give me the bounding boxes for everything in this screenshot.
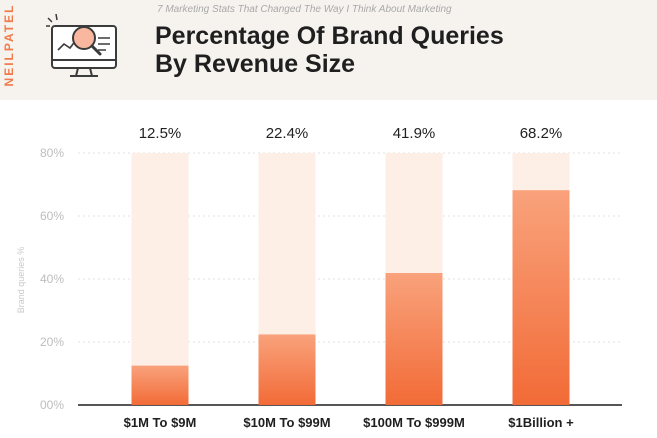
title-line-2: By Revenue Size bbox=[155, 50, 356, 78]
bar bbox=[258, 334, 316, 405]
y-tick-label: 20% bbox=[40, 335, 64, 349]
bars bbox=[131, 190, 570, 405]
bar-chart: 12.5% 22.4% 41.9% 68.2% 00% 20% 40% 60% 80% $1M… bbox=[16, 125, 622, 430]
y-ticks: 00% 20% 40% 60% 80% bbox=[40, 146, 64, 412]
y-tick-label: 40% bbox=[40, 272, 64, 286]
bar-track bbox=[131, 153, 189, 405]
data-label: 68.2% bbox=[520, 125, 563, 142]
bar bbox=[512, 190, 570, 405]
x-tick-label: $1M To $9M bbox=[124, 415, 197, 430]
x-category-labels: $1M To $9M $10M To $99M $100M To $999M $1Bi… bbox=[124, 415, 574, 430]
x-tick-label: $1Billion + bbox=[508, 415, 574, 430]
y-axis-label: Brand queries % bbox=[16, 247, 26, 314]
x-tick-label: $10M To $99M bbox=[243, 415, 330, 430]
bar bbox=[385, 273, 443, 405]
y-tick-label: 00% bbox=[40, 398, 64, 412]
x-tick-label: $100M To $999M bbox=[363, 415, 465, 430]
data-label: 22.4% bbox=[266, 125, 309, 142]
y-tick-label: 80% bbox=[40, 146, 64, 160]
title-line-1: Percentage Of Brand Queries bbox=[155, 22, 504, 50]
y-tick-label: 60% bbox=[40, 209, 64, 223]
brand-logo: NEILPATEL bbox=[2, 3, 16, 87]
header: NEILPATEL 7 Marketing Stats That Changed… bbox=[0, 0, 657, 100]
data-label: 12.5% bbox=[139, 125, 182, 142]
bar bbox=[131, 365, 189, 405]
data-label: 41.9% bbox=[393, 125, 436, 142]
page-title: Percentage Of Brand Queries By Revenue S… bbox=[155, 22, 635, 78]
magnifier-on-monitor-icon bbox=[46, 13, 117, 77]
page-subtitle: 7 Marketing Stats That Changed The Way I… bbox=[157, 4, 452, 15]
value-labels: 12.5% 22.4% 41.9% 68.2% bbox=[139, 125, 563, 142]
brand-strip: NEILPATEL bbox=[0, 0, 18, 100]
